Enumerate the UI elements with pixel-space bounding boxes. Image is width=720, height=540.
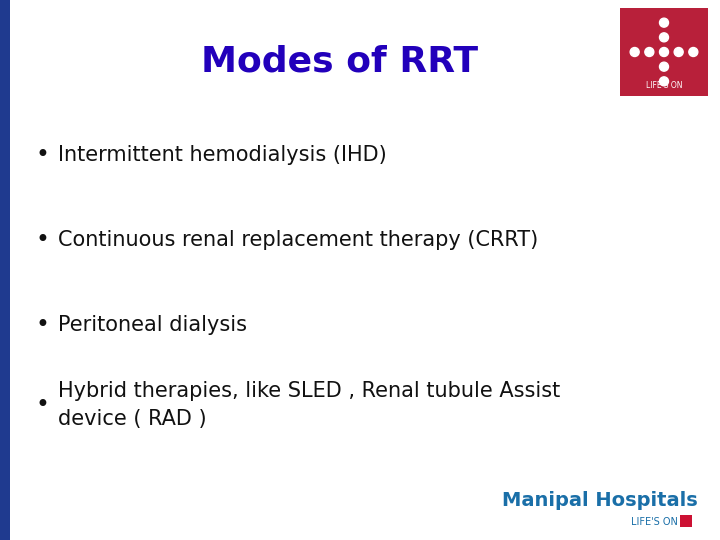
Bar [0,0,10,540]
Circle shape [660,62,668,71]
Bar [680,515,692,527]
Circle shape [674,48,683,57]
Text: Intermittent hemodialysis (IHD): Intermittent hemodialysis (IHD) [58,145,387,165]
Circle shape [645,48,654,57]
Text: •: • [35,228,49,252]
Text: Continuous renal replacement therapy (CRRT): Continuous renal replacement therapy (CR… [58,230,539,250]
Circle shape [630,48,639,57]
Text: LIFE'S ON: LIFE'S ON [646,82,683,91]
Text: •: • [35,393,49,417]
Text: Modes of RRT: Modes of RRT [202,45,479,79]
Circle shape [660,18,668,27]
Bar [620,8,708,96]
Text: Peritoneal dialysis: Peritoneal dialysis [58,315,247,335]
Circle shape [689,48,698,57]
Text: •: • [35,313,49,337]
Circle shape [660,33,668,42]
Text: •: • [35,143,49,167]
Circle shape [660,48,668,57]
Circle shape [660,77,668,86]
Text: Manipal Hospitals: Manipal Hospitals [503,490,698,510]
Text: LIFE'S ON: LIFE'S ON [631,517,678,527]
Text: Hybrid therapies, like SLED , Renal tubule Assist
device ( RAD ): Hybrid therapies, like SLED , Renal tubu… [58,381,560,429]
